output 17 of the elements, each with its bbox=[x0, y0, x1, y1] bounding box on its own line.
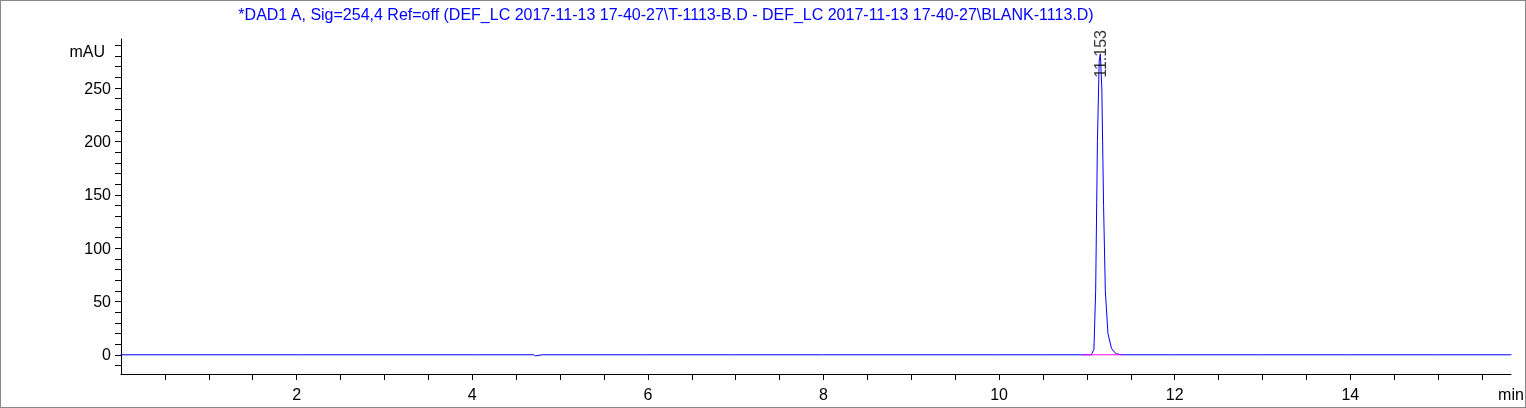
x-tick-label: 8 bbox=[819, 385, 829, 403]
y-tick-label: 100 bbox=[84, 239, 112, 257]
annotation: 11.153 bbox=[1091, 29, 1109, 78]
x-tick-label: 2 bbox=[292, 385, 302, 403]
x-tick-label: 14 bbox=[1341, 385, 1360, 403]
y-tick-label: 150 bbox=[84, 186, 112, 204]
x-tick-label: 12 bbox=[1165, 385, 1184, 403]
x-tick-label: 10 bbox=[990, 385, 1009, 403]
chart-title: *DAD1 A, Sig=254,4 Ref=off (DEF_LC 2017-11-13 17-40-27\T-1113-B.D - DEF_LC 2017-11-13 17-40-27\BLANK-1113.D) bbox=[238, 5, 1094, 24]
y-tick-label: 0 bbox=[102, 346, 112, 364]
y-tick-label: 250 bbox=[84, 79, 112, 97]
x-tick-label: 4 bbox=[467, 385, 477, 403]
x-tick-label: 6 bbox=[643, 385, 653, 403]
y-axis-title: mAU bbox=[69, 42, 105, 60]
x-axis-title: min bbox=[1498, 385, 1524, 403]
y-tick-label: 50 bbox=[93, 292, 112, 310]
y-tick-label: 200 bbox=[84, 132, 112, 150]
